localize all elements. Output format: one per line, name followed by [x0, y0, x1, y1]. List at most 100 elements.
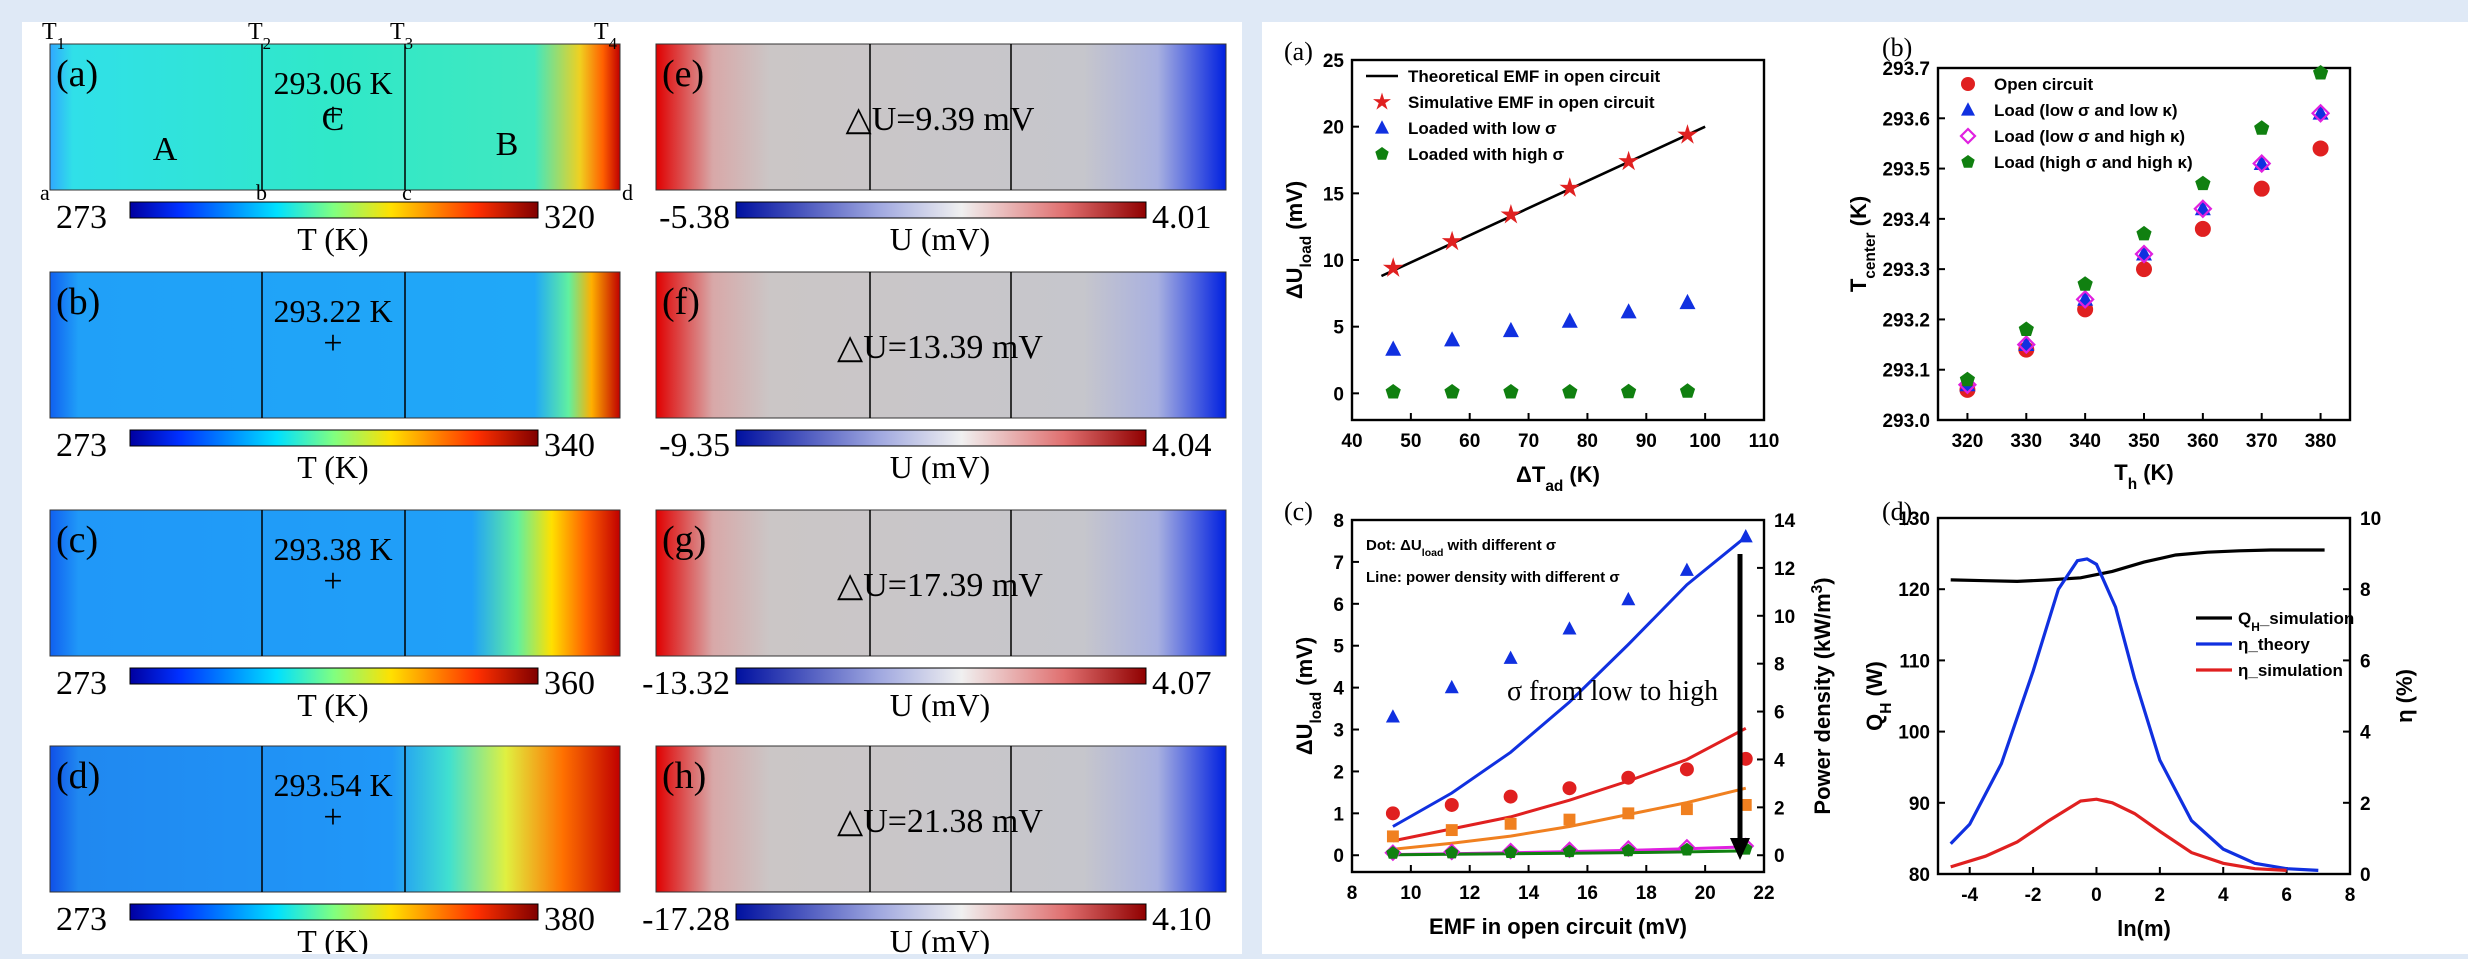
legend-entry-part: H — [2251, 620, 2260, 634]
colorbar-min: -17.28 — [642, 901, 730, 938]
colorbar-min: -9.35 — [659, 427, 730, 464]
data-point — [1444, 384, 1460, 399]
x-tick-label: 40 — [1341, 431, 1362, 452]
x-tick-label: 60 — [1459, 431, 1480, 452]
panel-label: (c) — [1284, 497, 1313, 526]
legend-entry: Loaded with low σ — [1408, 119, 1557, 138]
y-axis-label: ΔUload (mV) — [1292, 637, 1325, 755]
colorbar-max: 4.01 — [1152, 199, 1212, 236]
center-cross-icon: + — [323, 325, 342, 362]
temperature-colorbar — [129, 667, 539, 685]
data-point — [1621, 591, 1636, 606]
y2-tick-label: 2 — [2360, 794, 2371, 815]
y-axis-label-part: center — [1862, 232, 1879, 278]
top-temperature-label-part: T — [390, 19, 405, 45]
y-tick-label: 7 — [1333, 553, 1344, 574]
data-point — [2311, 103, 2331, 123]
data-point — [1444, 797, 1459, 812]
data-point — [2195, 175, 2211, 191]
x-tick-label: 360 — [2187, 431, 2219, 452]
x-tick-label: 6 — [2281, 885, 2292, 906]
x-tick-label: 110 — [1749, 431, 1780, 452]
x-tick-label: 90 — [1636, 431, 1657, 452]
data-point — [1382, 257, 1404, 277]
legend-entry: Simulative EMF in open circuit — [1408, 93, 1655, 112]
data-point — [1679, 383, 1696, 398]
y2-tick-label: 0 — [2360, 865, 2371, 886]
x-tick-label: -4 — [1961, 885, 1978, 906]
x-tick-label: 16 — [1577, 883, 1598, 904]
corner-label: a — [40, 180, 50, 205]
data-point — [1961, 102, 1975, 116]
x-axis-label-part: h — [2128, 476, 2137, 493]
x-tick-label: 8 — [1347, 883, 1358, 904]
panel-label: (a) — [56, 53, 98, 95]
y2-tick-label: 8 — [2360, 580, 2371, 601]
delta-u-value: △U=17.39 mV — [837, 567, 1043, 604]
data-point — [1445, 824, 1458, 837]
y-tick-label: 80 — [1909, 865, 1930, 886]
data-point — [2193, 199, 2213, 219]
legend-entry-part: η_simulation — [2238, 661, 2343, 680]
x-tick-label: 50 — [1400, 431, 1421, 452]
x-tick-label: 20 — [1695, 883, 1716, 904]
delta-u-value: △U=21.38 mV — [837, 803, 1043, 840]
panel-label: (f) — [662, 281, 700, 323]
legend-entry-part: Q — [2238, 609, 2251, 628]
data-point — [2016, 335, 2036, 355]
y-axis-label-part: (K) — [1846, 196, 1871, 233]
y-tick-label: 0 — [1333, 384, 1344, 405]
y2-tick-label: 2 — [1774, 798, 1785, 819]
potential-colorbar — [735, 667, 1147, 685]
y2-axis-label-part: 3 — [1809, 585, 1826, 594]
data-point — [1559, 177, 1580, 197]
power-density-line — [1392, 535, 1747, 828]
potential-field — [655, 43, 1227, 191]
colorbar-max: 380 — [544, 901, 595, 938]
y-axis-label: Tcenter (K) — [1846, 196, 1879, 292]
data-point — [1679, 293, 1696, 310]
x-tick-label: 370 — [2246, 431, 2278, 452]
data-point — [1503, 650, 1518, 664]
data-point — [1563, 813, 1576, 826]
y2-tick-label: 6 — [2360, 651, 2371, 672]
data-point — [1677, 124, 1698, 144]
region-label-c: C — [322, 101, 345, 138]
x-axis-label-part: (K) — [2137, 460, 2174, 485]
series-line — [1950, 548, 2325, 584]
note-dots-part: load — [1422, 547, 1444, 559]
center-temperature: 293.38 K — [273, 531, 392, 567]
y-tick-label: 130 — [1898, 509, 1930, 530]
legend-entry: Theoretical EMF in open circuit — [1408, 67, 1661, 86]
y-tick-label: 5 — [1333, 637, 1344, 658]
legend-entry: Open circuit — [1994, 75, 2094, 94]
corner-label: d — [622, 180, 633, 205]
data-point — [1562, 781, 1577, 796]
delta-u-value: △U=13.39 mV — [837, 329, 1043, 366]
colorbar-max: 4.10 — [1152, 901, 1212, 938]
y2-tick-label: 10 — [1774, 607, 1795, 628]
chart-b: 320 330 340 350 360 370 380 293.0 293.1 293.2 293.… — [1846, 33, 2352, 493]
y2-tick-label: 12 — [1774, 559, 1795, 580]
x-tick-label: -2 — [2025, 885, 2042, 906]
y-tick-label: 293.2 — [1882, 310, 1930, 331]
center-temperature: 293.22 K — [273, 293, 392, 329]
colorbar-max: 4.04 — [1152, 427, 1212, 464]
data-point — [1375, 147, 1389, 160]
panel-label: (c) — [56, 519, 98, 561]
y-axis-label-part: (mV) — [1282, 181, 1307, 236]
data-point — [1500, 204, 1522, 224]
data-point — [1618, 150, 1639, 171]
y-axis-label: ΔUload (mV) — [1282, 181, 1315, 299]
data-point — [1504, 845, 1518, 858]
top-temperature-label: T4 — [594, 19, 618, 53]
data-point — [2254, 120, 2270, 135]
note-dots-part: Dot: ΔU — [1366, 537, 1422, 554]
center-cross-icon: + — [323, 799, 342, 836]
data-point — [2136, 261, 2152, 278]
x-tick-label: 340 — [2069, 431, 2101, 452]
data-point — [1562, 384, 1578, 399]
y-tick-label: 1 — [1333, 804, 1344, 825]
data-point — [1386, 846, 1400, 859]
colorbar-label: U (mV) — [890, 449, 990, 485]
